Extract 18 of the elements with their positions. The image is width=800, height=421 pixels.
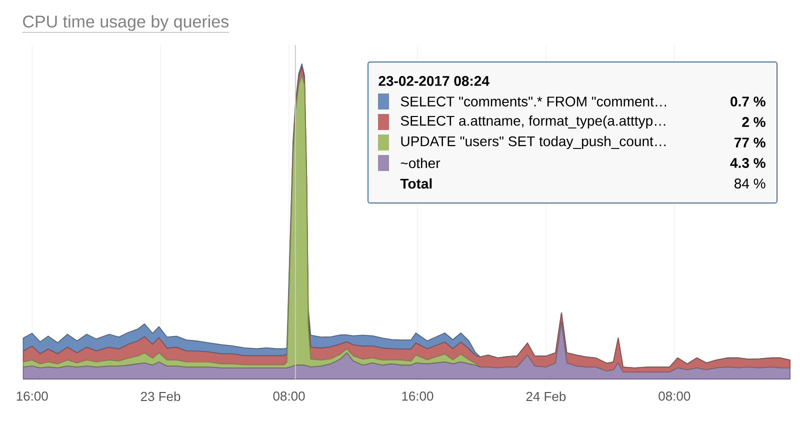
x-tick-label: 24 Feb (526, 392, 566, 402)
annotation: Total (400, 178, 432, 189)
legend-label: SELECT a.attname, format_type(a.atttyp… (400, 115, 666, 129)
legend-label: SELECT "comments".* FROM "comment… (400, 96, 666, 106)
chart-title: CPU time usage by queries (23, 15, 228, 31)
legend-label: UPDATE "users" SET today_push_count… (401, 136, 666, 150)
annotation: 4.3 % (730, 158, 766, 168)
legend-title: 23-02-2017 08:24 (378, 76, 490, 86)
legend-label: ~other (400, 158, 440, 168)
x-tick-label: 08:00 (658, 392, 690, 401)
annotation: 84 % (734, 178, 766, 188)
annotation: 2 % (742, 117, 766, 127)
annotation: 0.7 % (730, 96, 766, 106)
x-tick-label: 08:00 (273, 392, 305, 401)
annotation: 77 % (734, 138, 766, 148)
x-tick-label: 16:00 (402, 392, 434, 401)
x-tick-label: 16:00 (16, 392, 48, 401)
x-tick-label: 23 Feb (140, 392, 180, 402)
